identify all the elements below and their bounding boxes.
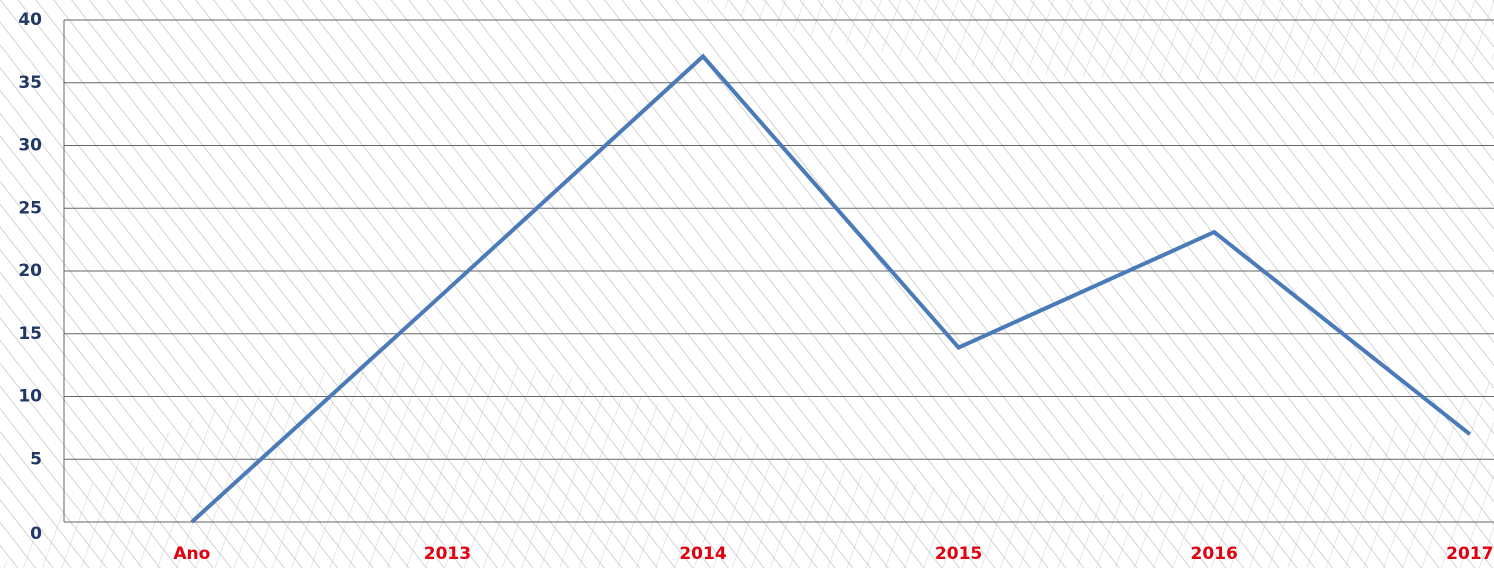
y-tick-label: 5	[30, 449, 42, 469]
x-tick-label: Ano	[173, 544, 210, 564]
y-tick-label: 35	[18, 73, 42, 93]
y-tick-label: 10	[18, 387, 42, 407]
x-tick-label: 2013	[424, 544, 471, 564]
y-tick-label: 20	[18, 261, 42, 281]
y-tick-label: 15	[18, 324, 42, 344]
background-wave	[0, 360, 1494, 568]
y-tick-label: 30	[18, 136, 42, 156]
line-series	[190, 53, 1472, 524]
x-tick-label: 2016	[1191, 544, 1238, 564]
y-tick-label: 0	[30, 524, 42, 544]
x-tick-label: 2014	[679, 544, 726, 564]
y-tick-label: 25	[18, 198, 42, 218]
x-tick-label: 2015	[935, 544, 982, 564]
y-tick-label: 40	[18, 10, 42, 30]
x-tick-label: 2017	[1446, 544, 1493, 564]
